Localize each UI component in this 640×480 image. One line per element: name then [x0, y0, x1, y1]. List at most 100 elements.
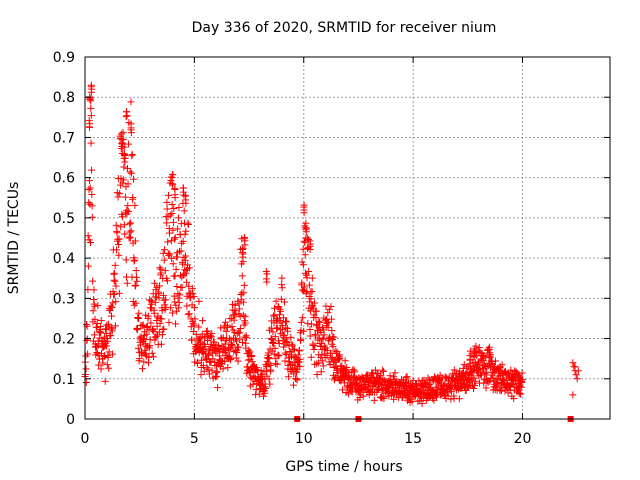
data-point: [200, 346, 208, 354]
plot-frame: [84, 56, 611, 420]
data-point: [269, 338, 277, 346]
data-point: [112, 282, 120, 290]
data-point: [278, 281, 286, 289]
data-point: [179, 184, 187, 192]
data-point: [306, 298, 314, 306]
data-point: [239, 245, 247, 253]
data-point: [123, 112, 131, 120]
data-point: [196, 344, 204, 352]
data-point: [189, 320, 197, 328]
data-point: [150, 353, 158, 361]
data-point: [159, 291, 167, 299]
data-point: [233, 346, 241, 354]
data-point: [168, 309, 176, 317]
data-point: [236, 324, 244, 332]
data-point: [404, 378, 412, 386]
data-point: [209, 355, 217, 363]
data-point: [105, 364, 113, 372]
data-point: [350, 366, 358, 374]
data-point: [518, 378, 526, 386]
data-point: [126, 168, 134, 176]
data-point: [148, 349, 156, 357]
data-point: [120, 163, 128, 171]
data-point: [263, 278, 271, 286]
data-point: [89, 307, 97, 315]
y-tick-label: 0.1: [53, 372, 75, 388]
data-point: [82, 365, 90, 373]
data-point: [379, 366, 387, 374]
data-point: [133, 277, 141, 285]
data-point: [316, 318, 324, 326]
data-point: [109, 287, 117, 295]
data-point: [305, 281, 313, 289]
data-point: [128, 150, 136, 158]
data-point: [371, 378, 379, 386]
data-point: [569, 359, 577, 367]
data-point: [120, 143, 128, 151]
data-point: [299, 286, 307, 294]
data-point: [111, 277, 119, 285]
data-point: [132, 299, 140, 307]
data-point: [231, 301, 239, 309]
data-point: [174, 225, 182, 233]
data-point: [163, 205, 171, 213]
data-point: [317, 368, 325, 376]
data-point: [403, 373, 411, 381]
data-point: [130, 257, 138, 265]
data-point: [167, 304, 175, 312]
data-point: [160, 256, 168, 264]
data-point: [165, 318, 173, 326]
grid-layer: [85, 57, 610, 419]
data-point: [130, 301, 138, 309]
data-point: [216, 352, 224, 360]
data-point: [120, 151, 128, 159]
y-tick-label: 0.5: [53, 211, 75, 227]
data-point: [158, 331, 166, 339]
data-point: [185, 310, 193, 318]
data-point: [343, 363, 351, 371]
data-point: [479, 357, 487, 365]
data-point: [84, 232, 92, 240]
data-point: [102, 329, 110, 337]
data-point: [518, 376, 526, 384]
data-point: [118, 139, 126, 147]
data-point: [124, 207, 132, 215]
data-point: [166, 229, 174, 237]
data-point: [95, 361, 103, 369]
data-point: [180, 191, 188, 199]
data-point: [138, 322, 146, 330]
data-point: [115, 240, 123, 248]
data-point: [273, 316, 281, 324]
data-point: [137, 341, 145, 349]
data-point: [469, 363, 477, 371]
data-point: [89, 277, 97, 285]
data-point: [267, 334, 275, 342]
data-point: [314, 359, 322, 367]
data-point: [239, 311, 247, 319]
data-point: [517, 383, 525, 391]
data-point: [359, 392, 367, 400]
data-point: [122, 256, 130, 264]
data-point: [255, 390, 263, 398]
data-point: [189, 327, 197, 335]
data-point: [262, 384, 270, 392]
data-point: [293, 368, 301, 376]
x-tick-label: 5: [190, 431, 199, 447]
data-point: [127, 98, 135, 106]
data-point: [498, 386, 506, 394]
data-point: [302, 219, 310, 227]
data-point: [222, 327, 230, 335]
data-point: [296, 363, 304, 371]
data-point: [163, 198, 171, 206]
data-point: [312, 307, 320, 315]
data-point: [138, 365, 146, 373]
data-point: [195, 297, 203, 305]
data-point: [280, 343, 288, 351]
data-point: [297, 336, 305, 344]
data-point: [125, 233, 133, 241]
data-point: [493, 380, 501, 388]
data-point: [308, 274, 316, 282]
data-point: [293, 376, 301, 384]
data-point: [111, 261, 119, 269]
data-point: [86, 123, 94, 131]
